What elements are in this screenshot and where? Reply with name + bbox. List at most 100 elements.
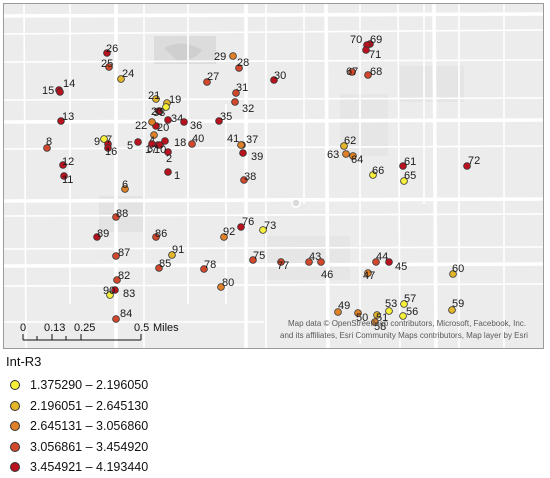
point-marker-85[interactable] bbox=[155, 264, 163, 272]
point-marker-87[interactable] bbox=[112, 252, 120, 260]
road-network bbox=[4, 4, 543, 348]
point-marker-92[interactable] bbox=[220, 233, 228, 241]
point-marker-4[interactable] bbox=[150, 131, 158, 139]
point-label-18: 18 bbox=[174, 137, 186, 149]
point-label-6: 6 bbox=[122, 179, 128, 191]
point-marker-26[interactable] bbox=[103, 49, 111, 57]
point-marker-66[interactable] bbox=[369, 171, 377, 179]
point-marker-18[interactable] bbox=[161, 137, 169, 145]
point-marker-38[interactable] bbox=[240, 176, 248, 184]
point-marker-49[interactable] bbox=[334, 308, 342, 316]
point-label-3: 3 bbox=[147, 143, 153, 155]
point-marker-34[interactable] bbox=[164, 116, 172, 124]
point-marker-51[interactable] bbox=[373, 311, 381, 319]
point-label-83: 83 bbox=[123, 288, 135, 300]
point-marker-15[interactable] bbox=[56, 88, 64, 96]
point-label-69: 69 bbox=[370, 34, 382, 46]
legend-label: 2.196051 – 2.645130 bbox=[30, 398, 149, 413]
point-label-10: 10 bbox=[154, 144, 166, 156]
point-marker-23[interactable] bbox=[155, 107, 163, 115]
point-marker-44[interactable] bbox=[372, 258, 380, 266]
point-marker-80[interactable] bbox=[217, 283, 225, 291]
point-label-80: 80 bbox=[222, 277, 234, 289]
point-label-39: 39 bbox=[251, 151, 263, 163]
point-label-29: 29 bbox=[214, 51, 226, 63]
point-marker-77[interactable] bbox=[277, 258, 285, 266]
point-label-92: 92 bbox=[223, 226, 235, 238]
point-marker-68[interactable] bbox=[364, 71, 372, 79]
point-marker-6[interactable] bbox=[121, 185, 129, 193]
point-marker-57[interactable] bbox=[400, 300, 408, 308]
point-marker-73[interactable] bbox=[259, 226, 267, 234]
point-marker-63[interactable] bbox=[342, 150, 350, 158]
point-marker-9[interactable] bbox=[100, 135, 108, 143]
point-marker-11[interactable] bbox=[60, 172, 68, 180]
point-marker-2[interactable] bbox=[164, 148, 172, 156]
point-marker-62[interactable] bbox=[340, 142, 348, 150]
point-marker-24[interactable] bbox=[117, 75, 125, 83]
legend: Int-R3 1.375290 – 2.196050 2.196051 – 2.… bbox=[0, 354, 300, 478]
point-marker-31[interactable] bbox=[232, 89, 240, 97]
point-marker-16[interactable] bbox=[104, 144, 112, 152]
point-marker-65[interactable] bbox=[400, 177, 408, 185]
point-marker-67[interactable] bbox=[348, 68, 356, 76]
point-marker-30[interactable] bbox=[270, 76, 278, 84]
point-marker-12[interactable] bbox=[59, 161, 67, 169]
point-marker-25[interactable] bbox=[105, 63, 113, 71]
point-marker-13[interactable] bbox=[57, 117, 65, 125]
point-marker-17[interactable] bbox=[148, 140, 156, 148]
point-marker-28[interactable] bbox=[235, 64, 243, 72]
point-marker-59[interactable] bbox=[448, 306, 456, 314]
point-marker-39[interactable] bbox=[239, 149, 247, 157]
point-label-22: 22 bbox=[135, 120, 147, 132]
point-marker-40[interactable] bbox=[188, 140, 196, 148]
point-marker-91[interactable] bbox=[168, 251, 176, 259]
point-label-16: 16 bbox=[105, 146, 117, 158]
point-marker-5[interactable] bbox=[134, 138, 142, 146]
point-label-73: 73 bbox=[264, 220, 276, 232]
point-marker-90[interactable] bbox=[106, 291, 114, 299]
point-marker-71[interactable] bbox=[362, 46, 370, 54]
point-marker-58[interactable] bbox=[371, 318, 379, 326]
point-marker-33[interactable] bbox=[162, 103, 170, 111]
point-marker-1[interactable] bbox=[164, 168, 172, 176]
point-marker-50[interactable] bbox=[354, 309, 362, 317]
point-marker-45[interactable] bbox=[385, 258, 393, 266]
point-marker-75[interactable] bbox=[249, 256, 257, 264]
point-label-15: 15 bbox=[42, 85, 54, 97]
point-marker-84[interactable] bbox=[112, 315, 120, 323]
point-marker-72[interactable] bbox=[463, 162, 471, 170]
point-marker-60[interactable] bbox=[449, 270, 457, 278]
scale-tick-0: 0 bbox=[20, 322, 26, 334]
point-marker-76[interactable] bbox=[237, 223, 245, 231]
point-marker-61[interactable] bbox=[399, 162, 407, 170]
point-marker-89[interactable] bbox=[93, 233, 101, 241]
point-marker-21[interactable] bbox=[152, 95, 160, 103]
point-marker-22[interactable] bbox=[148, 118, 156, 126]
point-marker-86[interactable] bbox=[152, 233, 160, 241]
point-marker-83[interactable] bbox=[111, 286, 119, 294]
point-marker-82[interactable] bbox=[113, 276, 121, 284]
point-marker-36[interactable] bbox=[180, 118, 188, 126]
point-marker-78[interactable] bbox=[200, 265, 208, 273]
point-marker-56[interactable] bbox=[399, 312, 407, 320]
legend-swatch-3 bbox=[10, 421, 20, 432]
point-marker-43[interactable] bbox=[305, 258, 313, 266]
point-marker-8[interactable] bbox=[43, 144, 51, 152]
point-marker-64[interactable] bbox=[349, 152, 357, 160]
point-marker-46[interactable] bbox=[317, 258, 325, 266]
map-view[interactable]: 1234567891011121314151617181920212223242… bbox=[3, 3, 544, 349]
legend-title: Int-R3 bbox=[6, 354, 42, 369]
point-marker-41[interactable] bbox=[237, 141, 245, 149]
point-marker-88[interactable] bbox=[112, 213, 120, 221]
point-label-85: 85 bbox=[159, 258, 171, 270]
point-marker-47[interactable] bbox=[364, 269, 372, 277]
point-marker-27[interactable] bbox=[203, 78, 211, 86]
point-label-66: 66 bbox=[372, 165, 384, 177]
point-marker-53[interactable] bbox=[385, 307, 393, 315]
point-marker-32[interactable] bbox=[231, 98, 239, 106]
point-label-41: 41 bbox=[227, 133, 239, 145]
point-marker-10[interactable] bbox=[156, 141, 164, 149]
point-marker-29[interactable] bbox=[229, 52, 237, 60]
point-marker-35[interactable] bbox=[215, 117, 223, 125]
